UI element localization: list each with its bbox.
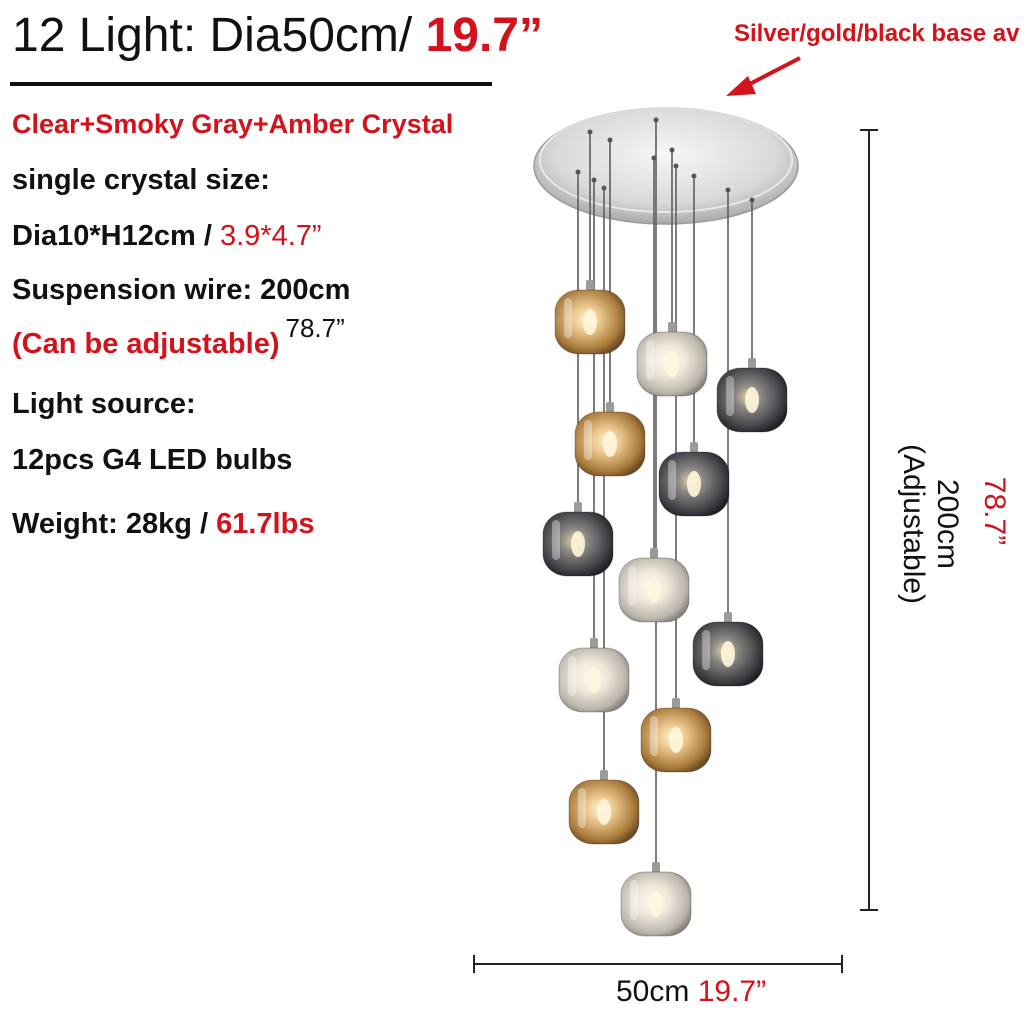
crystal-size-in: 3.9*4.7” [219, 220, 322, 252]
glass-highlight [630, 880, 638, 920]
weight-lbs: 61.7lbs [216, 508, 315, 540]
glass-highlight [628, 566, 636, 606]
crystal-pendant [554, 280, 626, 355]
crystal-pendant [716, 358, 788, 433]
wire-anchor [691, 173, 697, 179]
height-cm: 200cm [931, 478, 964, 570]
glass-highlight [646, 340, 654, 380]
width-dimension-line [473, 955, 843, 973]
glass-highlight [668, 460, 676, 500]
bulb [687, 471, 701, 497]
glass-highlight [702, 630, 710, 670]
crystal-pendant [542, 502, 614, 577]
bulb [571, 531, 585, 557]
crystal-pendant [640, 698, 712, 773]
bulb [583, 309, 597, 335]
crystal-pendant [574, 402, 646, 477]
bulb [745, 387, 759, 413]
wire-anchor [653, 117, 659, 123]
wire-anchor [607, 137, 613, 143]
adjustable-text: (Can be adjustable) [12, 328, 280, 360]
bulb [647, 577, 661, 603]
crystal-pendant [692, 612, 764, 687]
glass-highlight [650, 716, 658, 756]
bulb [649, 891, 663, 917]
bulb [669, 727, 683, 753]
wire-anchor [591, 177, 597, 183]
base-finish-note: Silver/gold/black base av [734, 20, 1020, 47]
glass-highlight [568, 656, 576, 696]
light-source-label: Light source: [12, 388, 196, 420]
glass-highlight [552, 520, 560, 560]
bulb [665, 351, 679, 377]
height-label: 200cm (Adjustable) [896, 414, 964, 634]
adjustable-note: (Can be adjustable) 78.7” [12, 313, 345, 362]
title-prefix: 12 Light: Dia50cm/ [12, 9, 426, 62]
crystal-size-label: single crystal size: [12, 164, 270, 196]
title-inch: 19.7” [425, 9, 543, 62]
wire-anchor [575, 169, 581, 175]
glass-highlight [584, 420, 592, 460]
height-note: (Adjustable) [897, 443, 930, 605]
crystal-pendants [542, 280, 788, 937]
red-arrow-icon [726, 56, 801, 96]
wire-anchor [669, 147, 675, 153]
wire-anchor [587, 129, 593, 135]
crystal-mix: Clear+Smoky Gray+Amber Crystal [12, 109, 454, 139]
weight-spec: Weight: 28kg / 61.7lbs [12, 506, 314, 542]
crystal-pendant [620, 862, 692, 937]
bulbs-spec: 12pcs G4 LED bulbs [12, 444, 293, 476]
glass-highlight [726, 376, 734, 416]
crystal-size: Dia10*H12cm / 3.9*4.7” [12, 218, 322, 254]
glass-highlight [564, 298, 572, 338]
bulb [721, 641, 735, 667]
width-inch: 19.7” [697, 975, 767, 1008]
bulb [587, 667, 601, 693]
wire-anchor [749, 197, 755, 203]
crystal-pendant [618, 548, 690, 623]
wire-inch: 78.7” [285, 313, 345, 343]
wire-anchor [725, 187, 731, 193]
height-dimension-line [860, 129, 878, 911]
wire-anchor [673, 163, 679, 169]
wire-anchor [601, 185, 607, 191]
width-label: 50cm 19.7” [616, 975, 766, 1009]
weight-kg: Weight: 28kg / [12, 508, 217, 540]
product-title: 12 Light: Dia50cm/ 19.7” [12, 8, 543, 64]
suspension-wire: Suspension wire: 200cm [12, 274, 351, 306]
crystal-pendant [636, 322, 708, 397]
crystal-pendant [568, 770, 640, 845]
height-inch: 78.7” [978, 476, 1011, 546]
bulb [603, 431, 617, 457]
bulb [597, 799, 611, 825]
ceiling-canopy [533, 107, 799, 225]
crystal-pendant [658, 442, 730, 517]
glass-highlight [578, 788, 586, 828]
width-cm: 50cm [616, 975, 698, 1008]
crystal-size-cm: Dia10*H12cm / [12, 220, 220, 252]
crystal-pendant [558, 638, 630, 713]
title-underline [10, 82, 492, 86]
